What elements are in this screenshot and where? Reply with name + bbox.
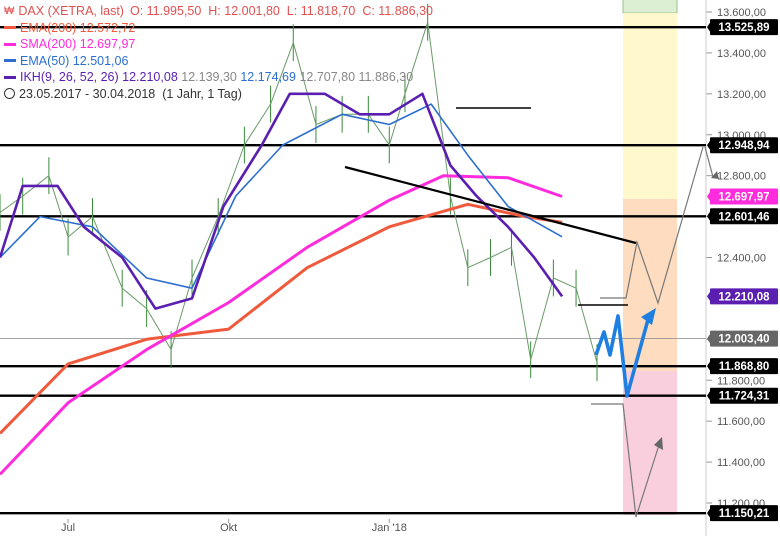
y-tick-label: 11.600,00 bbox=[717, 416, 765, 428]
clock-icon bbox=[4, 88, 15, 100]
legend-sma200: SMA(200) 12.697,97 bbox=[4, 36, 433, 53]
ema200-label: EMA(200) bbox=[20, 20, 77, 35]
trend-line-down bbox=[344, 165, 637, 245]
series-ema-200- bbox=[0, 202, 563, 435]
level-badge bbox=[710, 358, 778, 375]
ema200-swatch bbox=[4, 26, 16, 30]
ema50-value: 12.501,06 bbox=[72, 53, 129, 68]
ikh-label: IKH(9, 26, 52, 26) bbox=[20, 70, 119, 84]
level-badge-label: 11.150,21 bbox=[719, 508, 770, 520]
target-zone-orange bbox=[623, 199, 677, 371]
chart-type-icon: ₩ bbox=[4, 5, 15, 17]
level-badge bbox=[710, 208, 778, 225]
projection-arrow-right bbox=[711, 171, 719, 179]
legend-ema50: EMA(50) 12.501,06 bbox=[4, 53, 433, 70]
legend-main: ₩ DAX (XETRA, last) O: 11.995,50 H: 12.0… bbox=[4, 3, 433, 20]
level-badge-pointer bbox=[707, 21, 711, 34]
level-badge bbox=[710, 387, 778, 404]
projection-blue-arrowhead bbox=[641, 308, 656, 325]
level-badge bbox=[710, 19, 778, 36]
y-tick-label: 13.200,00 bbox=[717, 89, 766, 101]
ikh-value-5: 11.886,30 bbox=[358, 70, 414, 84]
level-badge bbox=[710, 188, 778, 205]
ikh-value-4: 12.707,80 bbox=[299, 70, 356, 84]
y-tick-label: 13.400,00 bbox=[717, 48, 766, 60]
level-badge-pointer bbox=[707, 389, 711, 402]
ema200-value: 12.572,72 bbox=[79, 20, 136, 35]
x-tick-label: Jul bbox=[61, 522, 75, 534]
ikh-swatch bbox=[4, 75, 16, 79]
target-zone-pink bbox=[623, 371, 677, 515]
ikh-value-2: 12.139,30 bbox=[181, 70, 237, 84]
legend-range: 23.05.2017 - 30.04.2018 (1 Jahr, 1 Tag) bbox=[4, 86, 433, 103]
range-period: (1 Jahr, 1 Tag) bbox=[162, 86, 242, 101]
legend-main-ohlc: O: 11.995,50 H: 12.001,80 L: 11.818,70 C… bbox=[129, 4, 433, 18]
level-badge-pointer bbox=[707, 210, 711, 223]
level-badge-label: 12.697,97 bbox=[718, 192, 769, 204]
level-badge-pointer bbox=[707, 290, 711, 303]
x-tick-label: Okt bbox=[220, 522, 237, 534]
level-badge-label: 11.724,31 bbox=[719, 391, 770, 403]
legend-main-label: DAX (XETRA, last) bbox=[18, 4, 124, 18]
projection-path-tail bbox=[704, 146, 714, 178]
ema50-label: EMA(50) bbox=[20, 53, 70, 68]
level-badge bbox=[710, 330, 778, 347]
level-badge-pointer bbox=[707, 332, 711, 345]
x-tick-label: Jan '18 bbox=[372, 522, 407, 534]
level-badge-pointer bbox=[707, 507, 711, 520]
range-label: 23.05.2017 - 30.04.2018 bbox=[19, 86, 156, 101]
sma200-value: 12.697,97 bbox=[79, 37, 136, 51]
level-badge-label: 12.003,40 bbox=[718, 334, 769, 346]
legend-ema200: EMA(200) 12.572,72 bbox=[4, 20, 433, 37]
sma200-label: SMA(200) bbox=[20, 37, 77, 51]
level-badge-label: 12.210,08 bbox=[718, 291, 770, 303]
legend-ikh: IKH(9, 26, 52, 26) 12.210,08 12.139,30 1… bbox=[4, 69, 433, 86]
y-tick-label: 11.800,00 bbox=[717, 375, 765, 387]
level-badge-label: 11.868,80 bbox=[719, 361, 770, 373]
projection-blue-path bbox=[594, 314, 651, 398]
level-badge bbox=[710, 505, 778, 522]
projection-path-down bbox=[591, 403, 660, 518]
level-badge-label: 13.525,89 bbox=[718, 22, 769, 34]
y-tick-label: 12.800,00 bbox=[717, 171, 766, 183]
series-sma-200- bbox=[0, 174, 563, 476]
sma200-swatch bbox=[4, 42, 16, 46]
level-badge bbox=[710, 288, 778, 305]
y-tick-label: 12.400,00 bbox=[717, 253, 766, 265]
ema50-swatch bbox=[4, 59, 16, 63]
level-badge-label: 12.948,94 bbox=[718, 140, 770, 152]
series-ema-50- bbox=[0, 103, 563, 290]
projection-path-up bbox=[600, 146, 704, 305]
target-zone-green bbox=[622, 0, 678, 14]
y-tick-label: 11.400,00 bbox=[717, 457, 765, 469]
ikh-value-1: 12.210,08 bbox=[122, 70, 178, 84]
projection-arrow-down-scenario bbox=[654, 437, 663, 450]
level-badge-pointer bbox=[707, 360, 711, 373]
ikh-value-3: 12.174,69 bbox=[240, 70, 296, 84]
chart-legend: ₩ DAX (XETRA, last) O: 11.995,50 H: 12.0… bbox=[4, 3, 433, 102]
series-ikh-9-26-52-26- bbox=[0, 92, 564, 310]
target-zone-yellow bbox=[623, 13, 677, 199]
level-badge bbox=[710, 137, 778, 154]
y-tick-label: 13.600,00 bbox=[717, 7, 766, 19]
level-badge-pointer bbox=[707, 139, 711, 152]
level-badge-label: 12.601,46 bbox=[718, 211, 769, 223]
level-badge-pointer bbox=[707, 190, 711, 203]
